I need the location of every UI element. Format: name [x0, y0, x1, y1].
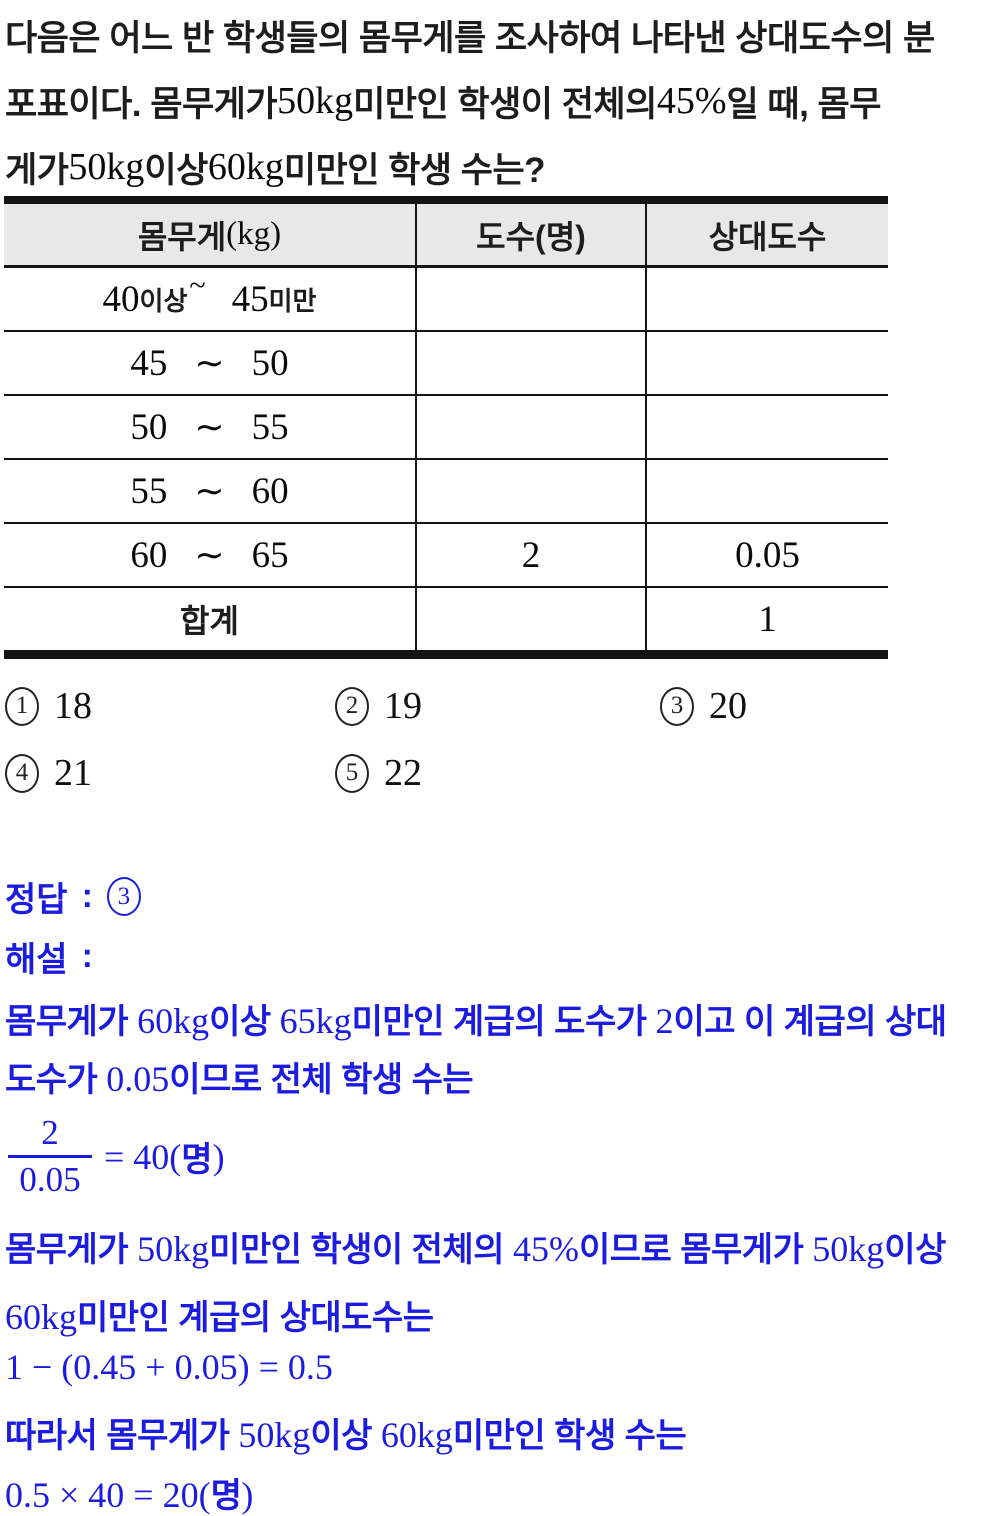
fraction-denominator: 0.05: [19, 1160, 81, 1199]
fraction-bar: [8, 1155, 92, 1158]
choice-1: 1 18: [5, 684, 92, 728]
choice-number: 5: [345, 759, 359, 786]
fraction-numerator: 2: [41, 1113, 59, 1152]
choice-value: 19: [384, 685, 422, 727]
choice-circle-icon: 2: [335, 686, 369, 726]
frequency-cell: 2: [415, 524, 645, 586]
weight-class-cell: 40 이상 ~45 미만: [4, 268, 415, 330]
choice-number: 2: [345, 692, 359, 719]
table-row: 50 ∼ 55: [4, 396, 888, 460]
class-from: 60: [130, 534, 168, 576]
choice-circle-icon: 1: [5, 686, 39, 726]
class-from: 55: [130, 470, 168, 512]
frequency-cell: [415, 268, 645, 330]
fraction-result: = 40(명): [104, 1136, 225, 1180]
table-row: 40 이상 ~45 미만: [4, 268, 888, 332]
table-row: 45 ∼ 50: [4, 332, 888, 396]
choice-number: 4: [15, 759, 29, 786]
solution-line: 몸무게가 50kg미만인 학생이 전체의 45%이므로 몸무게가 50kg이상: [5, 1229, 946, 1269]
choice-value: 20: [709, 685, 747, 727]
weight-class-cell: 60 ∼ 65: [4, 524, 415, 586]
explanation-label-line: 해설 :: [5, 932, 97, 981]
header-weight: 몸무게 (kg): [137, 216, 282, 255]
tilde-mark: ∼: [194, 535, 225, 575]
solution-line: 따라서 몸무게가 50kg이상 60kg미만인 학생 수는: [5, 1415, 687, 1455]
colon: :: [81, 877, 93, 915]
problem-statement: 다음은 어느 반 학생들의 몸무게를 조사하여 나타낸 상대도수의 분 포표이다…: [5, 2, 991, 200]
tilde-mark: ∼: [194, 407, 225, 447]
tilde-mark: ∼: [194, 343, 225, 383]
class-to-suffix: 미만: [268, 285, 317, 316]
choice-5: 5 22: [335, 751, 422, 795]
class-from: 45: [130, 342, 168, 384]
class-from: 40: [102, 278, 140, 320]
correct-answer-line: 정답 : 3: [5, 872, 141, 921]
class-to: 55: [251, 406, 289, 448]
class-to: 65: [251, 534, 289, 576]
relative-frequency-cell: [645, 332, 888, 394]
class-from-suffix: 이상: [139, 285, 188, 316]
answer-label: 정답: [5, 881, 68, 919]
choice-2: 2 19: [335, 684, 422, 728]
table-row: 55 ∼ 60: [4, 460, 888, 524]
choice-circle-icon: 5: [335, 753, 369, 793]
choice-circle-icon: 4: [5, 753, 39, 793]
choice-value: 22: [384, 752, 422, 794]
solution-equation: 1 − (0.45 + 0.05) = 0.5: [5, 1347, 333, 1387]
solution-equation: 0.5 × 40 = 20(명): [5, 1475, 254, 1515]
frequency-cell: [415, 588, 645, 650]
frequency-table: 몸무게 (kg) 도수(명) 상대도수 40 이상 ~45 미만 45 ∼ 50 50 ∼ 55: [4, 196, 888, 659]
choice-number: 3: [670, 692, 684, 719]
frequency-cell: [415, 396, 645, 458]
choice-4: 4 21: [5, 751, 92, 795]
colon: :: [81, 937, 93, 975]
problem-line: 포표이다. 몸무게가 50kg 미만인 학생이 전체의 45% 일 때, 몸무: [5, 80, 881, 124]
header-frequency: 도수(명): [415, 204, 645, 265]
class-from: 50: [130, 406, 168, 448]
relative-frequency-cell: [645, 460, 888, 522]
tilde-mark: ∼: [194, 471, 225, 511]
weight-class-cell: 50 ∼ 55: [4, 396, 415, 458]
header-relative-frequency: 상대도수: [645, 204, 888, 265]
relative-frequency-cell: [645, 268, 888, 330]
frequency-cell: [415, 332, 645, 394]
solution-fraction-equation: 2 0.05 = 40(명): [8, 1112, 225, 1201]
class-to: 45: [231, 278, 269, 320]
class-to: 60: [251, 470, 289, 512]
class-to: 50: [251, 342, 289, 384]
answer-circle-icon: 3: [106, 877, 141, 916]
answer-number: 3: [117, 882, 131, 910]
table-header-row: 몸무게 (kg) 도수(명) 상대도수: [4, 204, 888, 268]
relative-frequency-cell: 0.05: [645, 524, 888, 586]
explanation-label: 해설: [5, 941, 68, 979]
choice-number: 1: [15, 692, 29, 719]
choice-3: 3 20: [660, 684, 747, 728]
solution-line: 60kg미만인 계급의 상대도수는: [5, 1297, 434, 1337]
relative-frequency-cell: [645, 396, 888, 458]
relative-frequency-cell: 1: [645, 588, 888, 650]
solution-line: 도수가 0.05이므로 전체 학생 수는: [5, 1059, 474, 1099]
total-label-cell: 합계: [180, 603, 239, 639]
table-total-row: 합계 1: [4, 588, 888, 650]
weight-class-cell: 45 ∼ 50: [4, 332, 415, 394]
fraction: 2 0.05: [8, 1112, 92, 1201]
tilde-mark: ~: [189, 269, 206, 302]
choice-circle-icon: 3: [660, 686, 694, 726]
problem-line: 다음은 어느 반 학생들의 몸무게를 조사하여 나타낸 상대도수의 분: [5, 18, 935, 58]
frequency-cell: [415, 460, 645, 522]
choice-value: 21: [54, 752, 92, 794]
weight-class-cell: 55 ∼ 60: [4, 460, 415, 522]
table-row: 60 ∼ 65 2 0.05: [4, 524, 888, 588]
solution-line: 몸무게가 60kg이상 65kg미만인 계급의 도수가 2이고 이 계급의 상대: [5, 1001, 947, 1041]
choice-value: 18: [54, 685, 92, 727]
problem-line: 게가 50kg 이상 60kg 미만인 학생 수는?: [5, 146, 546, 190]
